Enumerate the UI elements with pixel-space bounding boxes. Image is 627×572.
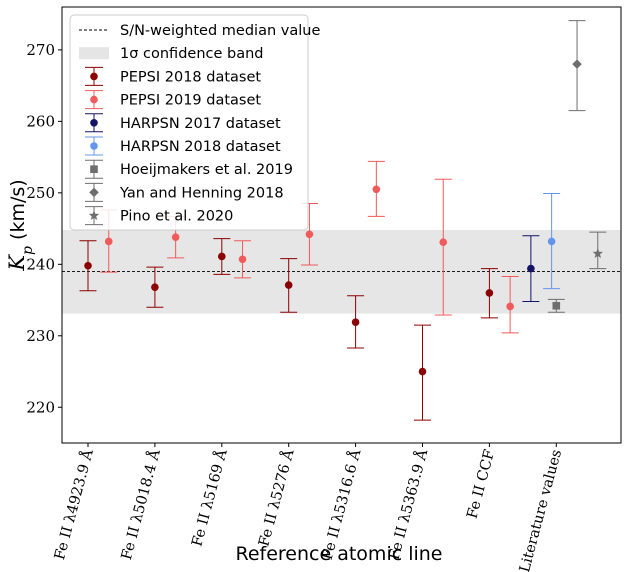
y-title-unit: (km/s)	[7, 179, 29, 246]
data-point	[543, 193, 561, 290]
data-point	[480, 268, 498, 319]
legend-item: HARPSN 2017 dataset	[85, 113, 281, 133]
y-tick-label: 220	[26, 398, 55, 416]
series-pepsi-2018-dataset	[79, 238, 498, 421]
series-layer	[79, 20, 607, 421]
y-axis-title: Kp (km/s)	[5, 179, 36, 271]
legend-box	[69, 14, 309, 231]
y-tick-label: 250	[26, 184, 55, 202]
y-tick-label: 240	[26, 255, 55, 273]
legend-item: PEPSI 2018 dataset	[85, 66, 261, 86]
legend-item: PEPSI 2019 dataset	[85, 90, 261, 110]
legend-marker	[90, 119, 98, 127]
marker	[351, 318, 360, 327]
marker	[151, 283, 159, 291]
marker	[305, 230, 314, 239]
data-point	[213, 238, 231, 275]
marker	[439, 238, 448, 246]
legend-label: HARPSN 2018 dataset	[120, 139, 281, 155]
legend-label: PEPSI 2018 dataset	[120, 69, 261, 85]
plot-frame	[61, 6, 622, 444]
y-title-subscript: p	[20, 246, 36, 255]
marker	[238, 255, 247, 264]
data-point	[414, 324, 431, 421]
x-axis-title: Reference atomic line	[236, 543, 443, 565]
legend-item: HARPSN 2018 dataset	[85, 136, 281, 156]
legend-marker	[90, 142, 98, 150]
legend-label: Yan and Henning 2018	[119, 185, 284, 201]
marker	[418, 367, 427, 376]
legend-marker	[90, 165, 98, 173]
marker	[572, 59, 582, 69]
data-point	[589, 231, 607, 270]
data-point	[547, 298, 565, 313]
y-tick-label: 230	[26, 327, 55, 345]
legend-label: HARPSN 2017 dataset	[120, 116, 281, 132]
y-axis: 220 230 240 250 260 270	[26, 41, 62, 416]
y-tick-label: 260	[26, 112, 55, 130]
marker	[84, 261, 92, 270]
data-point	[367, 160, 385, 217]
marker	[552, 301, 561, 310]
data-point	[146, 266, 164, 308]
legend-label: 1σ confidence band	[120, 46, 264, 62]
legend-marker	[90, 95, 98, 104]
legend-marker	[88, 210, 100, 221]
legend-label: PEPSI 2019 dataset	[120, 93, 261, 109]
data-point	[280, 258, 298, 313]
data-point	[522, 235, 540, 302]
legend-label: Hoeijmakers et al. 2019	[120, 162, 293, 178]
marker	[171, 233, 180, 241]
legend-label: S/N-weighted median value	[120, 23, 320, 39]
marker	[104, 237, 113, 246]
data-point	[568, 20, 586, 112]
data-point	[347, 295, 365, 349]
legend-marker	[89, 187, 99, 198]
marker	[372, 185, 381, 194]
data-point	[234, 240, 252, 279]
data-point	[501, 275, 519, 334]
series-yan-and-henning-2018	[568, 20, 586, 112]
legend-item: Pino et al. 2020	[85, 206, 233, 226]
legend-item: 1σ confidence band	[79, 46, 264, 62]
marker	[506, 302, 514, 311]
legend-marker	[90, 72, 98, 81]
marker	[527, 264, 535, 273]
marker	[284, 281, 293, 289]
data-point	[434, 178, 452, 316]
series-harpsn-2017-dataset	[522, 235, 540, 302]
data-point	[79, 240, 97, 292]
legend-handle	[79, 47, 109, 60]
legend-item: S/N-weighted median value	[79, 23, 320, 39]
legend-label: Pino et al. 2020	[120, 209, 233, 225]
marker	[592, 248, 604, 259]
series-hoeijmakers-et-al-2019	[547, 298, 565, 313]
marker	[218, 252, 226, 261]
marker	[485, 289, 494, 297]
legend-item: Hoeijmakers et al. 2019	[85, 159, 293, 179]
legend-item: Yan and Henning 2018	[85, 182, 284, 202]
legend: S/N-weighted median value 1σ confidence b…	[69, 14, 320, 231]
series-pino-et-al-2020	[589, 231, 607, 270]
y-tick-label: 270	[26, 41, 55, 59]
marker	[547, 237, 556, 246]
series-harpsn-2018-dataset	[543, 193, 561, 290]
y-title-symbol: K	[5, 254, 29, 272]
